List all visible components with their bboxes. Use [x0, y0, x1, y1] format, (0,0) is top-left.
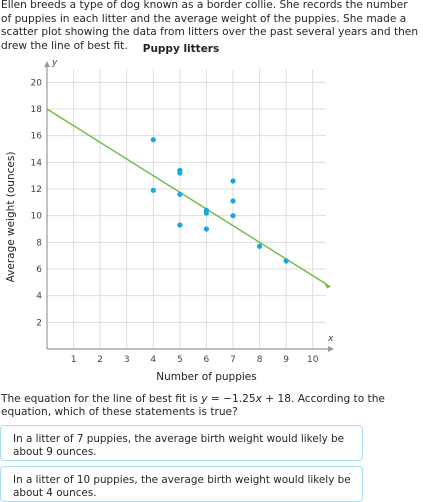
- data-point: [203, 226, 210, 232]
- question-text: The equation for the line of best fit is…: [1, 393, 421, 419]
- x-tick-label: 10: [307, 355, 319, 365]
- equation-mid: = −1.25: [207, 393, 256, 405]
- equation-y: y: [201, 393, 208, 405]
- data-point: [177, 222, 183, 228]
- data-points: [150, 137, 289, 264]
- data-point: [256, 243, 263, 249]
- y-tick-label: 14: [31, 158, 43, 168]
- x-tick-label: 5: [177, 355, 183, 365]
- x-tick-label: 9: [283, 355, 289, 365]
- answer-choice-2[interactable]: In a litter of 10 puppies, the average b…: [0, 466, 363, 502]
- data-point: [150, 137, 156, 143]
- answer-choice-2-label: In a litter of 10 puppies, the average b…: [13, 474, 351, 499]
- x-axis-arrow: [328, 346, 334, 352]
- x-tick-label: 6: [204, 355, 210, 365]
- y-tick-label: 16: [31, 132, 43, 142]
- x-axis-variable: x: [327, 334, 334, 344]
- y-axis-variable: y: [51, 58, 58, 68]
- x-tick-label: 2: [97, 355, 103, 365]
- y-tick-label: 4: [36, 292, 42, 302]
- x-tick-label: 1: [71, 355, 77, 365]
- intro-text: Ellen breeds a type of dog known as a bo…: [1, 0, 419, 52]
- answer-choice-1-label: In a litter of 7 puppies, the average bi…: [13, 433, 345, 458]
- y-tick-label: 10: [31, 212, 43, 222]
- y-tick-label: 8: [36, 238, 42, 248]
- question-suffix: + 18. According to the equation, which o…: [1, 393, 385, 418]
- y-tick-label: 20: [31, 78, 43, 88]
- data-point: [283, 258, 289, 264]
- axes: [44, 61, 334, 352]
- data-point: [230, 213, 236, 219]
- y-tick-label: 2: [36, 318, 42, 328]
- x-tick-label: 8: [257, 355, 263, 365]
- grid: [47, 69, 326, 349]
- answer-choice-1[interactable]: In a litter of 7 puppies, the average bi…: [0, 425, 363, 461]
- y-axis-arrow: [44, 61, 50, 67]
- y-axis-label: Average weight (ounces): [5, 152, 17, 283]
- scatter-chart: Puppy litters 1 2 3 4 5 6 7 8 9 10246810121416182…: [5, 43, 334, 383]
- data-point: [203, 210, 210, 216]
- x-tick-label: 4: [150, 355, 156, 365]
- x-axis-label: Number of puppies: [156, 371, 256, 383]
- data-point: [177, 191, 183, 197]
- question-prefix: The equation for the line of best fit is: [1, 393, 202, 405]
- data-point: [230, 178, 236, 184]
- y-tick-label: 18: [31, 105, 43, 115]
- x-tick-label: 3: [124, 355, 130, 365]
- y-tick-label: 6: [36, 265, 42, 275]
- data-point: [177, 170, 183, 176]
- data-point: [230, 198, 236, 204]
- y-tick-label: 12: [31, 185, 42, 195]
- data-point: [150, 187, 156, 193]
- best-fit-line-group: [46, 108, 331, 289]
- equation-x: x: [255, 393, 262, 405]
- best-fit-line: [46, 108, 327, 285]
- x-tick-label: 7: [230, 355, 236, 365]
- chart-title: Puppy litters: [143, 43, 220, 55]
- best-fit-line-arrow: [324, 282, 331, 289]
